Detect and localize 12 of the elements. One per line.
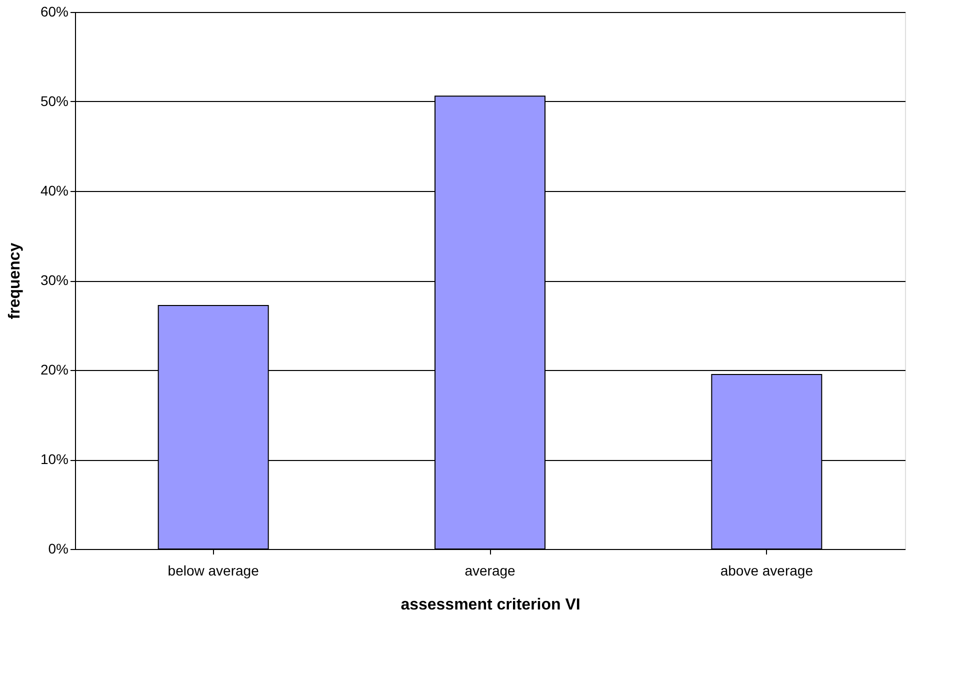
y-tick-label: 10% — [40, 451, 68, 467]
y-tick-label: 40% — [40, 182, 68, 198]
y-tick-label: 50% — [40, 93, 68, 109]
y-tick-label: 60% — [40, 4, 68, 20]
y-axis-title: frequency — [6, 242, 24, 320]
x-tick-label: above average — [720, 562, 814, 578]
x-tick-label: average — [464, 562, 516, 578]
x-axis-title: assessment criterion VI — [400, 596, 580, 614]
x-tick-label: below average — [168, 562, 260, 578]
y-tick-label: 30% — [40, 272, 68, 288]
y-tick-label: 20% — [40, 362, 68, 378]
y-tick-label: 0% — [48, 540, 68, 556]
